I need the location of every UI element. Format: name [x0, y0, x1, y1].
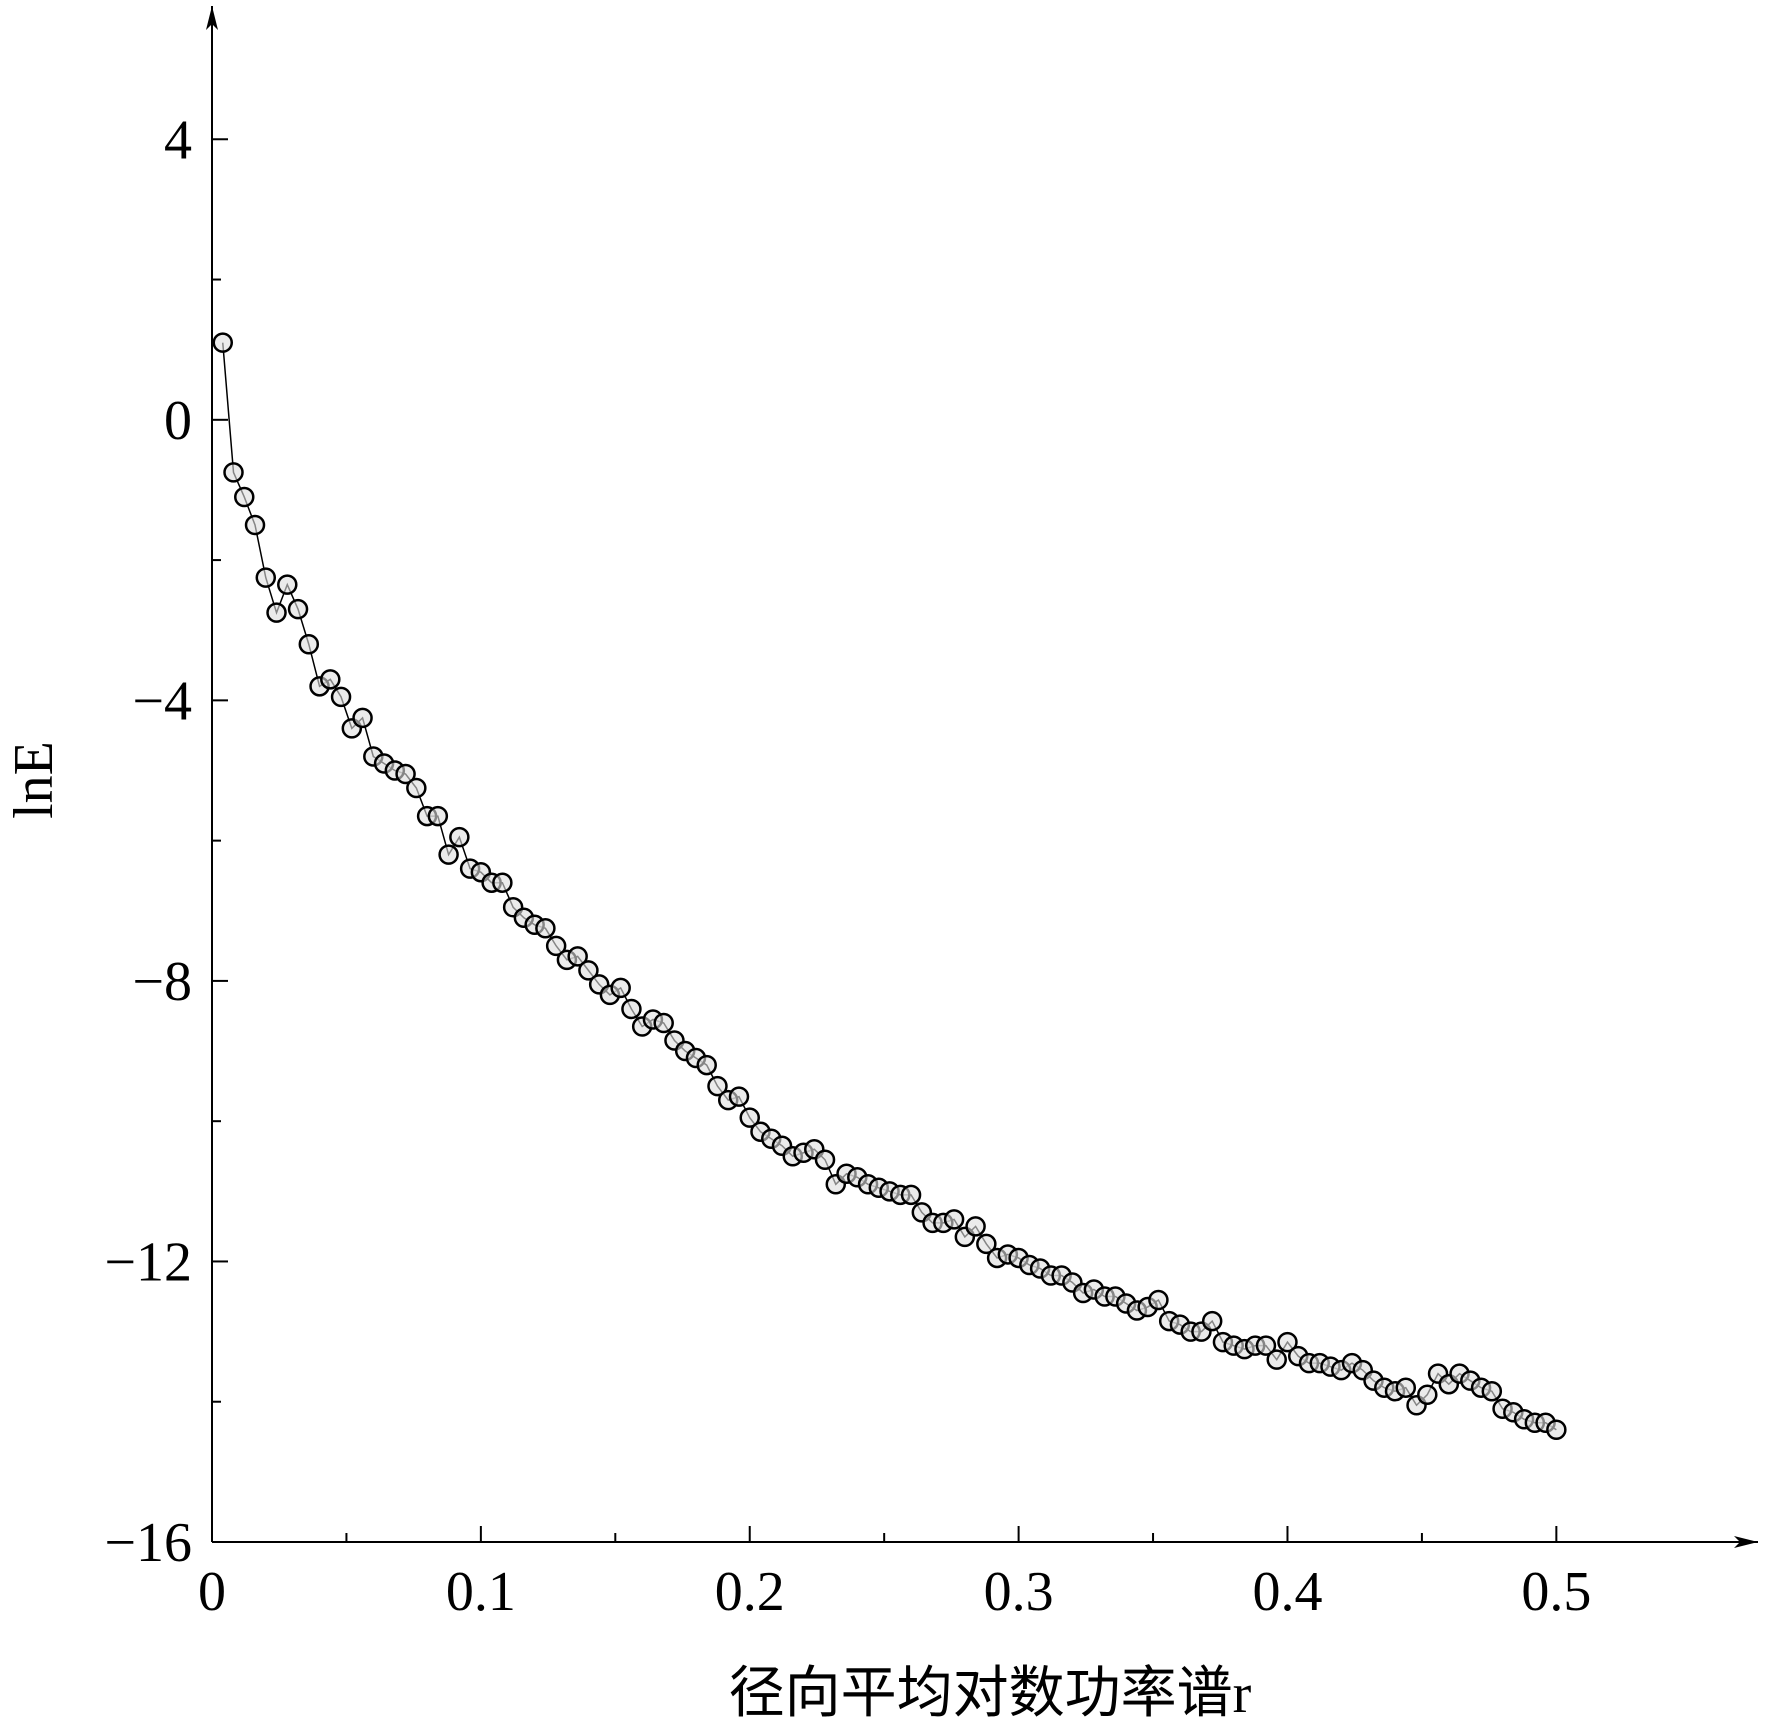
data-point — [943, 1209, 965, 1230]
data-point — [255, 567, 277, 588]
data-point — [298, 633, 320, 655]
data-point — [287, 598, 309, 620]
data-point — [395, 763, 416, 785]
data-point — [223, 462, 244, 483]
data-point — [266, 602, 287, 623]
data-point — [707, 1075, 728, 1097]
data-point — [900, 1184, 922, 1206]
y-axis-label: lnE — [3, 741, 65, 819]
data-point — [610, 977, 631, 999]
y-tick-label: −4 — [132, 670, 192, 732]
data-point — [244, 514, 266, 536]
x-axis-label: 径向平均对数功率谱r — [729, 1663, 1252, 1725]
data-point — [728, 1086, 750, 1107]
data-point — [567, 946, 588, 967]
x-tick-label: 0.4 — [1252, 1561, 1322, 1623]
y-tick-label: 4 — [164, 109, 192, 171]
x-tick-label: 0.2 — [715, 1561, 785, 1623]
y-tick-label: 0 — [164, 390, 192, 452]
data-point — [277, 574, 298, 595]
data-point — [352, 707, 373, 729]
data-point — [696, 1054, 717, 1076]
data-point — [965, 1216, 986, 1237]
data-point — [1201, 1310, 1223, 1332]
data-point — [427, 805, 449, 827]
data-point — [976, 1233, 997, 1255]
data-point — [234, 486, 255, 508]
data-point — [492, 872, 513, 893]
data-point — [1395, 1377, 1417, 1398]
x-tick-label: 0.1 — [446, 1561, 516, 1623]
y-tick-label: −8 — [132, 951, 192, 1013]
x-tick-label: 0.3 — [984, 1561, 1054, 1623]
data-line — [222, 342, 1557, 1431]
y-tick-label: −16 — [104, 1512, 192, 1574]
data-point — [1148, 1289, 1169, 1311]
data-point — [1255, 1335, 1277, 1356]
data-point — [1481, 1380, 1503, 1402]
data-point — [438, 844, 459, 865]
data-point — [1417, 1384, 1438, 1405]
x-tick-label: 0 — [198, 1561, 226, 1623]
data-point — [814, 1149, 836, 1171]
data-point — [535, 918, 556, 939]
y-tick-label: −12 — [104, 1231, 192, 1293]
data-point — [212, 332, 234, 353]
data-point — [621, 998, 642, 1020]
x-tick-label: 0.5 — [1521, 1561, 1591, 1623]
data-point — [406, 777, 427, 799]
data-point — [1546, 1419, 1567, 1441]
data-point — [739, 1107, 760, 1128]
data-point — [320, 669, 341, 690]
data-point — [330, 686, 352, 708]
data-point — [578, 960, 599, 981]
data-point — [545, 935, 567, 957]
data-point — [1266, 1349, 1287, 1370]
data-point — [653, 1012, 674, 1034]
data-point — [1277, 1331, 1298, 1353]
data-point — [449, 826, 470, 848]
